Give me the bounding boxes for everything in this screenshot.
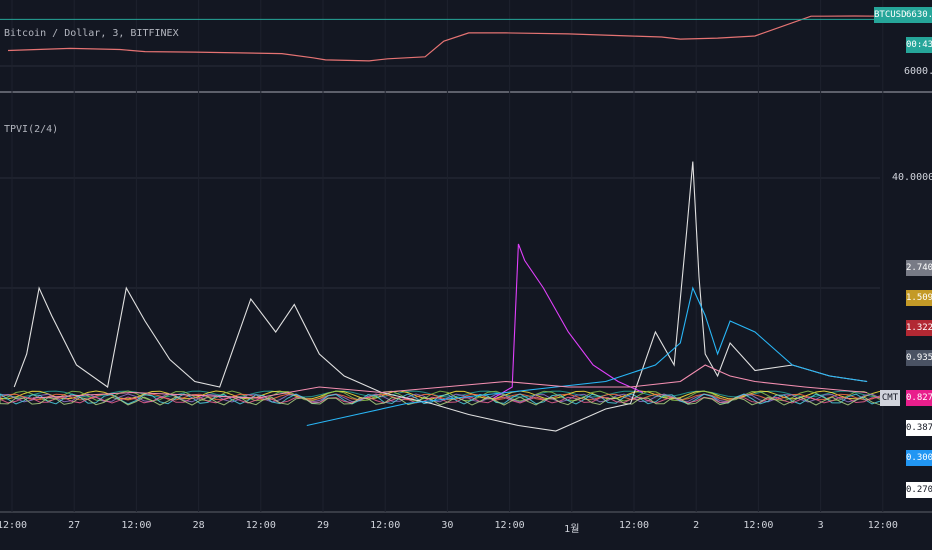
top-pane-title: Bitcoin / Dollar, 3, BITFINEX: [4, 28, 179, 39]
symbol-tag: CMT: [880, 390, 900, 406]
x-tick-label: 27: [68, 520, 81, 531]
x-tick-label: 1월: [564, 524, 580, 535]
countdown-badge: 00:43: [906, 37, 932, 53]
x-tick-label: 12:00: [370, 520, 401, 531]
indicator-series-white: [13, 161, 868, 432]
value-badge: 0.2707: [906, 482, 932, 498]
x-tick-label: 12:00: [618, 520, 650, 531]
value-badge: 2.7409: [906, 260, 932, 276]
x-tick-label: 12:00: [494, 520, 525, 531]
indicator-series-sky: [306, 286, 868, 427]
value-badge: 1.5093: [906, 290, 932, 306]
bottom-y-label: 40.0000: [892, 172, 932, 183]
x-tick-label: 30: [441, 520, 454, 531]
x-tick-label: 2: [693, 520, 700, 531]
tpvi-indicator-plot: [0, 161, 881, 432]
price-badge: 6630.0: [906, 7, 932, 23]
x-tick-label: 28: [192, 520, 205, 531]
value-badge: 0.3874: [906, 420, 932, 436]
x-tick-label: 12:00: [121, 520, 152, 531]
indicator-band-series: [0, 396, 881, 406]
x-tick-label: 12:00: [867, 520, 898, 531]
value-badge: 0.8279: [906, 390, 932, 406]
indicator-series-magenta: [493, 243, 644, 399]
x-tick-label: 12:00: [245, 520, 276, 531]
value-badge: 0.9358: [906, 350, 932, 366]
x-tick-label: 12:00: [0, 520, 28, 531]
value-badge: 0.3004: [906, 450, 932, 466]
grid: [0, 0, 932, 513]
symbol-badge: BTCUSD: [874, 7, 907, 23]
x-tick-label: 3: [817, 520, 824, 531]
top-y-label: 6000.0: [904, 66, 932, 77]
btcusd-series-line: [7, 15, 880, 62]
bottom-pane-title: TPVI(2/4): [4, 124, 59, 135]
x-tick-label: 29: [316, 520, 330, 531]
btc-price-plot: [0, 15, 880, 62]
value-badge: 1.3225: [906, 320, 932, 336]
indicator-band-series: [0, 393, 881, 401]
x-tick-label: 12:00: [743, 520, 774, 531]
indicator-series-pink: [32, 364, 868, 399]
